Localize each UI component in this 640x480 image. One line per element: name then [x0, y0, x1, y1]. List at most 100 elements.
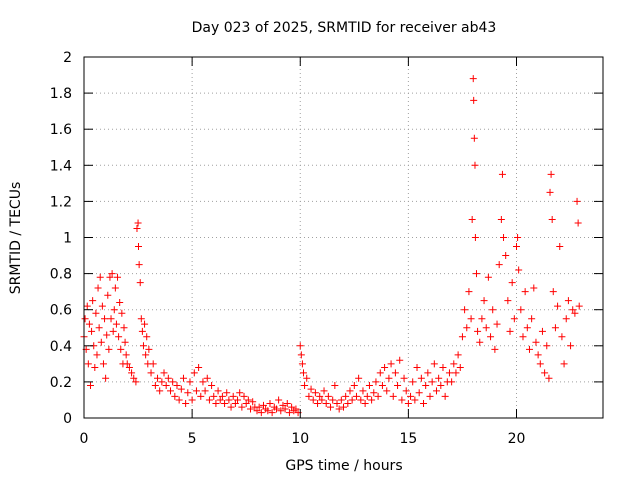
- data-point: [175, 396, 183, 404]
- data-point: [554, 302, 562, 310]
- data-point: [197, 392, 205, 400]
- data-point: [184, 389, 192, 397]
- data-point: [346, 387, 354, 395]
- data-point: [214, 387, 222, 395]
- data-point: [257, 409, 265, 417]
- data-point: [378, 382, 386, 390]
- data-point: [205, 396, 213, 404]
- data-point: [320, 387, 328, 395]
- data-point: [104, 291, 112, 299]
- data-point: [387, 360, 395, 368]
- data-point: [95, 324, 103, 332]
- data-point: [417, 374, 425, 382]
- data-point: [242, 400, 250, 408]
- y-tick-label: 0.4: [50, 339, 72, 355]
- data-point: [238, 403, 246, 411]
- data-point: [329, 396, 337, 404]
- data-point: [177, 385, 185, 393]
- data-point: [91, 363, 99, 371]
- data-point: [171, 392, 179, 400]
- data-point: [305, 392, 313, 400]
- data-point: [441, 392, 449, 400]
- data-point: [478, 315, 486, 323]
- data-point: [98, 302, 106, 310]
- data-point: [93, 351, 101, 359]
- data-point: [255, 403, 263, 411]
- data-point: [221, 400, 229, 408]
- data-point: [156, 387, 164, 395]
- data-point: [142, 351, 150, 359]
- data-point: [422, 382, 430, 390]
- data-point: [474, 327, 482, 335]
- data-point: [101, 315, 109, 323]
- data-point: [114, 273, 122, 281]
- data-point: [118, 309, 126, 317]
- data-point: [94, 284, 102, 292]
- data-point: [541, 369, 549, 377]
- data-point: [324, 392, 332, 400]
- data-point: [340, 403, 347, 411]
- data-point: [562, 315, 570, 323]
- data-point: [396, 356, 404, 364]
- tick-labels: 00.20.40.60.811.21.41.61.820 5 10 15 20: [50, 50, 526, 447]
- data-point: [331, 382, 339, 390]
- data-point: [471, 161, 479, 169]
- data-point: [116, 298, 124, 306]
- data-point: [160, 369, 168, 377]
- data-point: [86, 382, 94, 390]
- data-point: [548, 215, 556, 223]
- data-point: [97, 338, 105, 346]
- data-point: [569, 306, 577, 314]
- data-point: [439, 363, 447, 371]
- data-point: [435, 374, 443, 382]
- data-point: [236, 389, 244, 397]
- data-point: [448, 378, 456, 386]
- data-point: [337, 396, 345, 404]
- data-point: [298, 360, 306, 368]
- data-point: [430, 360, 438, 368]
- data-point: [394, 382, 402, 390]
- data-point: [106, 273, 114, 281]
- data-point: [229, 392, 237, 400]
- data-point: [84, 360, 92, 368]
- data-point: [428, 378, 436, 386]
- data-point: [549, 288, 557, 296]
- data-point: [83, 302, 91, 310]
- data-point: [192, 387, 200, 395]
- data-point: [376, 369, 384, 377]
- data-point: [551, 324, 559, 332]
- data-point: [103, 331, 111, 339]
- data-point: [234, 396, 242, 404]
- data-point: [96, 273, 104, 281]
- data-point: [510, 315, 518, 323]
- data-point: [212, 400, 220, 408]
- data-point: [454, 351, 462, 359]
- data-point: [519, 333, 527, 341]
- data-point: [216, 396, 224, 404]
- data-point: [472, 270, 480, 278]
- data-point: [506, 327, 514, 335]
- data-point: [151, 382, 159, 390]
- data-point: [130, 374, 138, 382]
- data-point: [122, 351, 130, 359]
- data-point: [132, 378, 140, 386]
- data-point: [385, 374, 393, 382]
- data-point: [467, 315, 475, 323]
- data-point: [123, 360, 131, 368]
- data-point: [201, 387, 209, 395]
- data-point: [502, 252, 510, 260]
- data-point: [372, 378, 380, 386]
- data-point: [470, 96, 478, 104]
- data-point: [344, 400, 352, 408]
- grid-layer: [84, 57, 603, 418]
- data-point: [484, 273, 492, 281]
- data-point: [461, 306, 469, 314]
- data-point: [517, 306, 525, 314]
- data-point: [532, 338, 540, 346]
- data-point: [391, 369, 399, 377]
- y-tick-label: 2: [63, 50, 72, 66]
- data-point: [195, 363, 203, 371]
- data-point: [389, 392, 397, 400]
- data-point: [125, 363, 133, 371]
- data-point: [543, 342, 551, 350]
